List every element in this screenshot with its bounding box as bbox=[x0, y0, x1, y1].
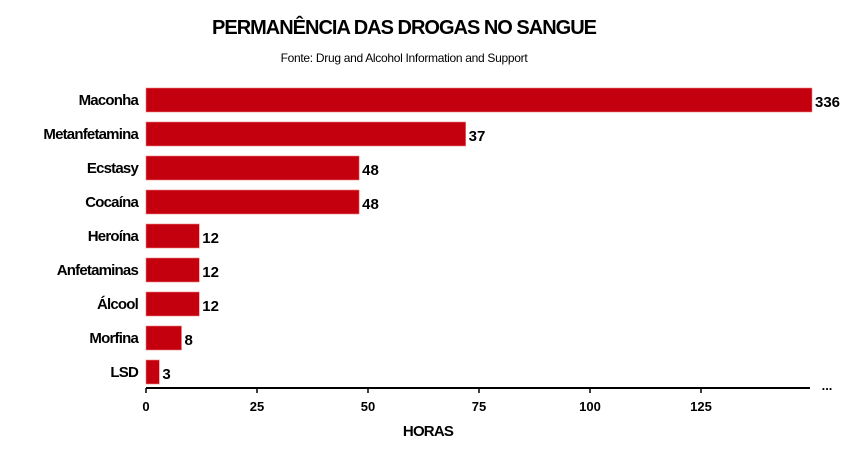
data-label: 12 bbox=[202, 230, 219, 247]
bar bbox=[145, 325, 182, 351]
x-tick-label: 100 bbox=[579, 399, 601, 414]
category-label: LSD bbox=[110, 364, 139, 381]
bar bbox=[145, 87, 813, 113]
x-tick-label: 125 bbox=[690, 399, 712, 414]
chart-subtitle: Fonte: Drug and Alcohol Information and … bbox=[280, 51, 528, 65]
bar bbox=[145, 257, 200, 283]
x-tick-label: 25 bbox=[250, 399, 264, 414]
category-label: Álcool bbox=[97, 296, 139, 313]
bar bbox=[145, 359, 160, 385]
bar bbox=[145, 291, 200, 317]
data-label: 3 bbox=[162, 366, 170, 383]
chart-title: PERMANÊNCIA DAS DROGAS NO SANGUE bbox=[212, 17, 597, 39]
bar bbox=[145, 189, 360, 215]
x-tick-label: 75 bbox=[472, 399, 486, 414]
data-label: 8 bbox=[185, 332, 193, 349]
x-axis-label: HORAS bbox=[403, 423, 454, 440]
category-label: Maconha bbox=[79, 92, 140, 109]
x-tick-label: 0 bbox=[142, 399, 149, 414]
axis-break-marker: ... bbox=[822, 378, 833, 393]
category-label: Cocaína bbox=[85, 194, 139, 211]
data-label: 12 bbox=[202, 298, 219, 315]
data-label: 48 bbox=[362, 162, 379, 179]
x-tick-label: 50 bbox=[361, 399, 375, 414]
data-label: 12 bbox=[202, 264, 219, 281]
bar bbox=[145, 223, 200, 249]
data-label: 48 bbox=[362, 196, 379, 213]
data-label: 37 bbox=[469, 128, 486, 145]
category-label: Morfina bbox=[89, 330, 139, 347]
category-label: Metanfetamina bbox=[43, 126, 139, 143]
category-label: Anfetaminas bbox=[57, 262, 139, 279]
data-label: 336 bbox=[815, 94, 840, 111]
category-label: Heroína bbox=[88, 228, 140, 245]
bar bbox=[145, 155, 360, 181]
category-label: Ecstasy bbox=[87, 160, 140, 177]
bar bbox=[145, 121, 466, 147]
